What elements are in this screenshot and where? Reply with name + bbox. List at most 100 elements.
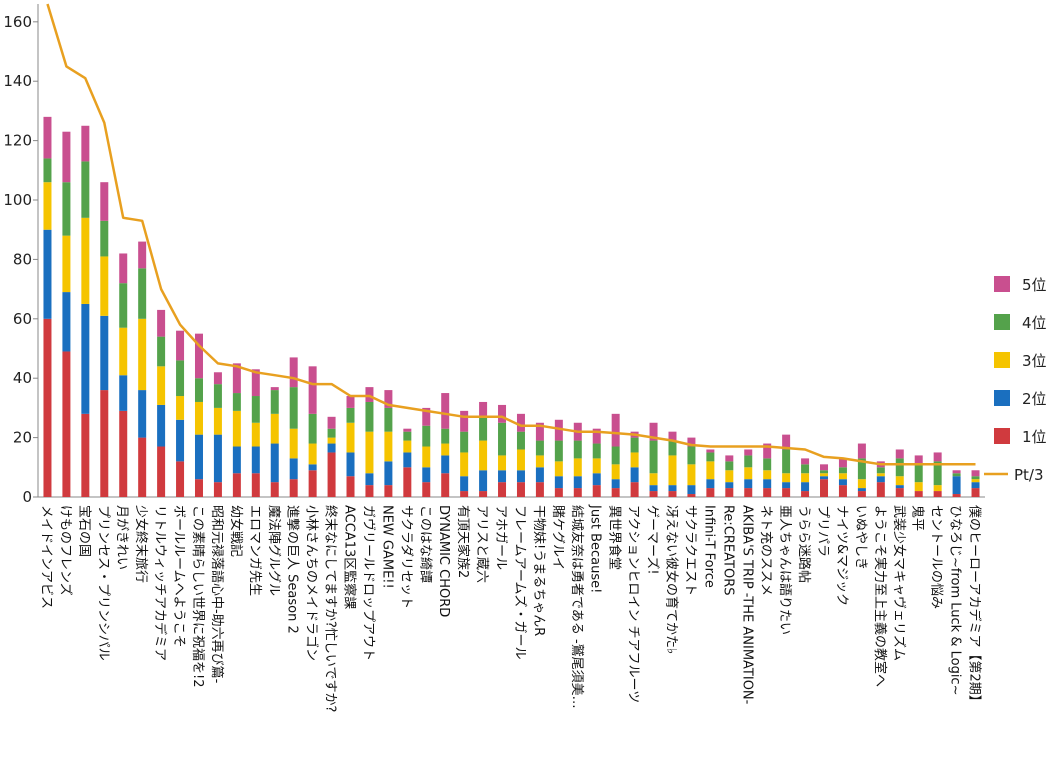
bar-segment-rank-2	[668, 485, 677, 492]
bar-segment-rank-5	[782, 434, 791, 450]
bar-segment-rank-1	[384, 485, 393, 497]
bar-segment-rank-5	[422, 407, 431, 426]
bar-segment-rank-4	[782, 449, 791, 474]
bar-segment-rank-3	[176, 396, 185, 420]
bar-segment-rank-5	[327, 416, 336, 429]
bar-segment-rank-2	[81, 303, 90, 414]
bar-segment-rank-5	[706, 449, 715, 453]
bar-segment-rank-3	[43, 182, 52, 230]
bar-segment-rank-1	[725, 488, 734, 497]
y-axis-ticks: 0 20 40 60 80 100 120 140 160	[3, 13, 38, 506]
category-label: ようこそ実力至上主義の教室へ	[872, 505, 888, 687]
category-label: メイドインアビス	[38, 505, 53, 609]
bar-segment-rank-3	[649, 473, 658, 486]
bar-segment-rank-1	[516, 482, 525, 497]
bar-segment-rank-4	[516, 431, 525, 450]
legend-label: 1位	[1022, 428, 1047, 446]
bar-segment-rank-5	[441, 393, 450, 429]
bar-segment-rank-2	[213, 434, 222, 483]
bar-segment-rank-5	[157, 309, 166, 337]
bar-segment-rank-4	[763, 458, 772, 471]
bar-segment-rank-4	[573, 440, 582, 459]
bar-segment-rank-1	[952, 494, 961, 497]
bar-segment-rank-3	[138, 318, 147, 391]
bar-segment-rank-2	[554, 476, 563, 489]
y-tick-label: 120	[3, 132, 32, 150]
bar-segment-rank-4	[952, 473, 961, 477]
bar-segment-rank-4	[441, 428, 450, 444]
bar-segment-rank-3	[914, 482, 923, 492]
legend-label: 4位	[1022, 314, 1047, 332]
bar-segment-rank-2	[725, 482, 734, 489]
category-label: 少女終末旅行	[133, 505, 149, 583]
category-label: 干物妹!うまるちゃんR	[531, 505, 546, 636]
bar-segment-rank-4	[838, 467, 847, 474]
category-label: 進撃の巨人 Season 2	[285, 505, 301, 634]
bar-segment-rank-2	[403, 452, 412, 468]
bar-segment-rank-2	[744, 479, 753, 489]
y-tick-label: 20	[13, 429, 32, 447]
category-label: 魔法陣グルグル	[266, 505, 281, 596]
bar-segment-rank-3	[213, 407, 222, 435]
bar-segment-rank-2	[138, 390, 147, 438]
bar-segment-rank-2	[100, 315, 109, 391]
bar-segment-rank-4	[668, 440, 677, 456]
bar-segment-rank-3	[573, 458, 582, 477]
bar-segment-rank-2	[630, 467, 639, 483]
category-label: ゲーマーズ!	[645, 505, 661, 575]
bar-segment-rank-3	[725, 470, 734, 483]
bar-segment-rank-3	[119, 327, 128, 376]
bar-segment-rank-5	[479, 401, 488, 417]
bar-segment-rank-4	[289, 387, 298, 429]
bar-segment-rank-5	[498, 404, 507, 423]
bar-segment-rank-4	[744, 455, 753, 468]
bar-segment-rank-1	[327, 452, 336, 497]
bar-segment-rank-3	[327, 437, 336, 444]
bar-segment-rank-3	[346, 422, 355, 453]
bar-segment-rank-1	[308, 470, 317, 497]
bar-segment-rank-1	[251, 473, 260, 497]
bar-segment-rank-5	[213, 372, 222, 385]
category-label: ナイツ&マジック	[834, 505, 849, 606]
y-tick-label: 100	[3, 191, 32, 209]
bar-segment-rank-1	[611, 488, 620, 497]
bar-segment-rank-3	[479, 440, 488, 471]
bar-segment-rank-2	[194, 434, 203, 480]
bar-segment-rank-2	[706, 479, 715, 489]
legend-label: 5位	[1022, 276, 1047, 294]
legend-swatch	[994, 276, 1010, 292]
bar-segment-rank-1	[876, 482, 885, 497]
bar-segment-rank-5	[744, 449, 753, 456]
bar-segment-rank-4	[706, 452, 715, 462]
bar-segment-rank-4	[820, 470, 829, 474]
bar-segment-rank-4	[62, 182, 71, 236]
bar-segment-rank-1	[649, 491, 658, 497]
bar-segment-rank-2	[687, 485, 696, 495]
bar-segment-rank-1	[801, 491, 810, 497]
bar-segment-rank-2	[119, 375, 128, 411]
bar-segment-rank-1	[213, 482, 222, 497]
bar-segment-rank-4	[157, 336, 166, 367]
bar-segment-rank-3	[895, 476, 904, 486]
category-label: 冴えない彼女の育てかた♭	[663, 505, 679, 654]
bar-segment-rank-5	[611, 413, 620, 447]
bar-segment-rank-5	[687, 437, 696, 447]
bar-segment-rank-3	[232, 410, 241, 447]
bar-segment-rank-5	[346, 396, 355, 408]
bar-segment-rank-5	[725, 455, 734, 462]
bar-segment-rank-2	[460, 476, 469, 492]
bar-segment-rank-3	[308, 443, 317, 465]
bar-segment-rank-1	[346, 476, 355, 497]
bar-segment-rank-3	[687, 464, 696, 486]
bar-segment-rank-5	[460, 410, 469, 432]
bar-segment-rank-5	[251, 369, 260, 397]
category-label: ネト充のススメ	[758, 505, 774, 596]
bar-segment-rank-4	[592, 443, 601, 459]
category-label: 賭ケグルイ	[550, 505, 565, 570]
bar-segment-rank-1	[706, 488, 715, 497]
bar-segment-rank-3	[289, 428, 298, 459]
bar-segment-rank-2	[270, 443, 279, 483]
category-label: ガヴリールドロップアウト	[360, 505, 376, 661]
pt3-line	[46, 3, 976, 466]
category-label: いぬやしき	[853, 505, 868, 570]
